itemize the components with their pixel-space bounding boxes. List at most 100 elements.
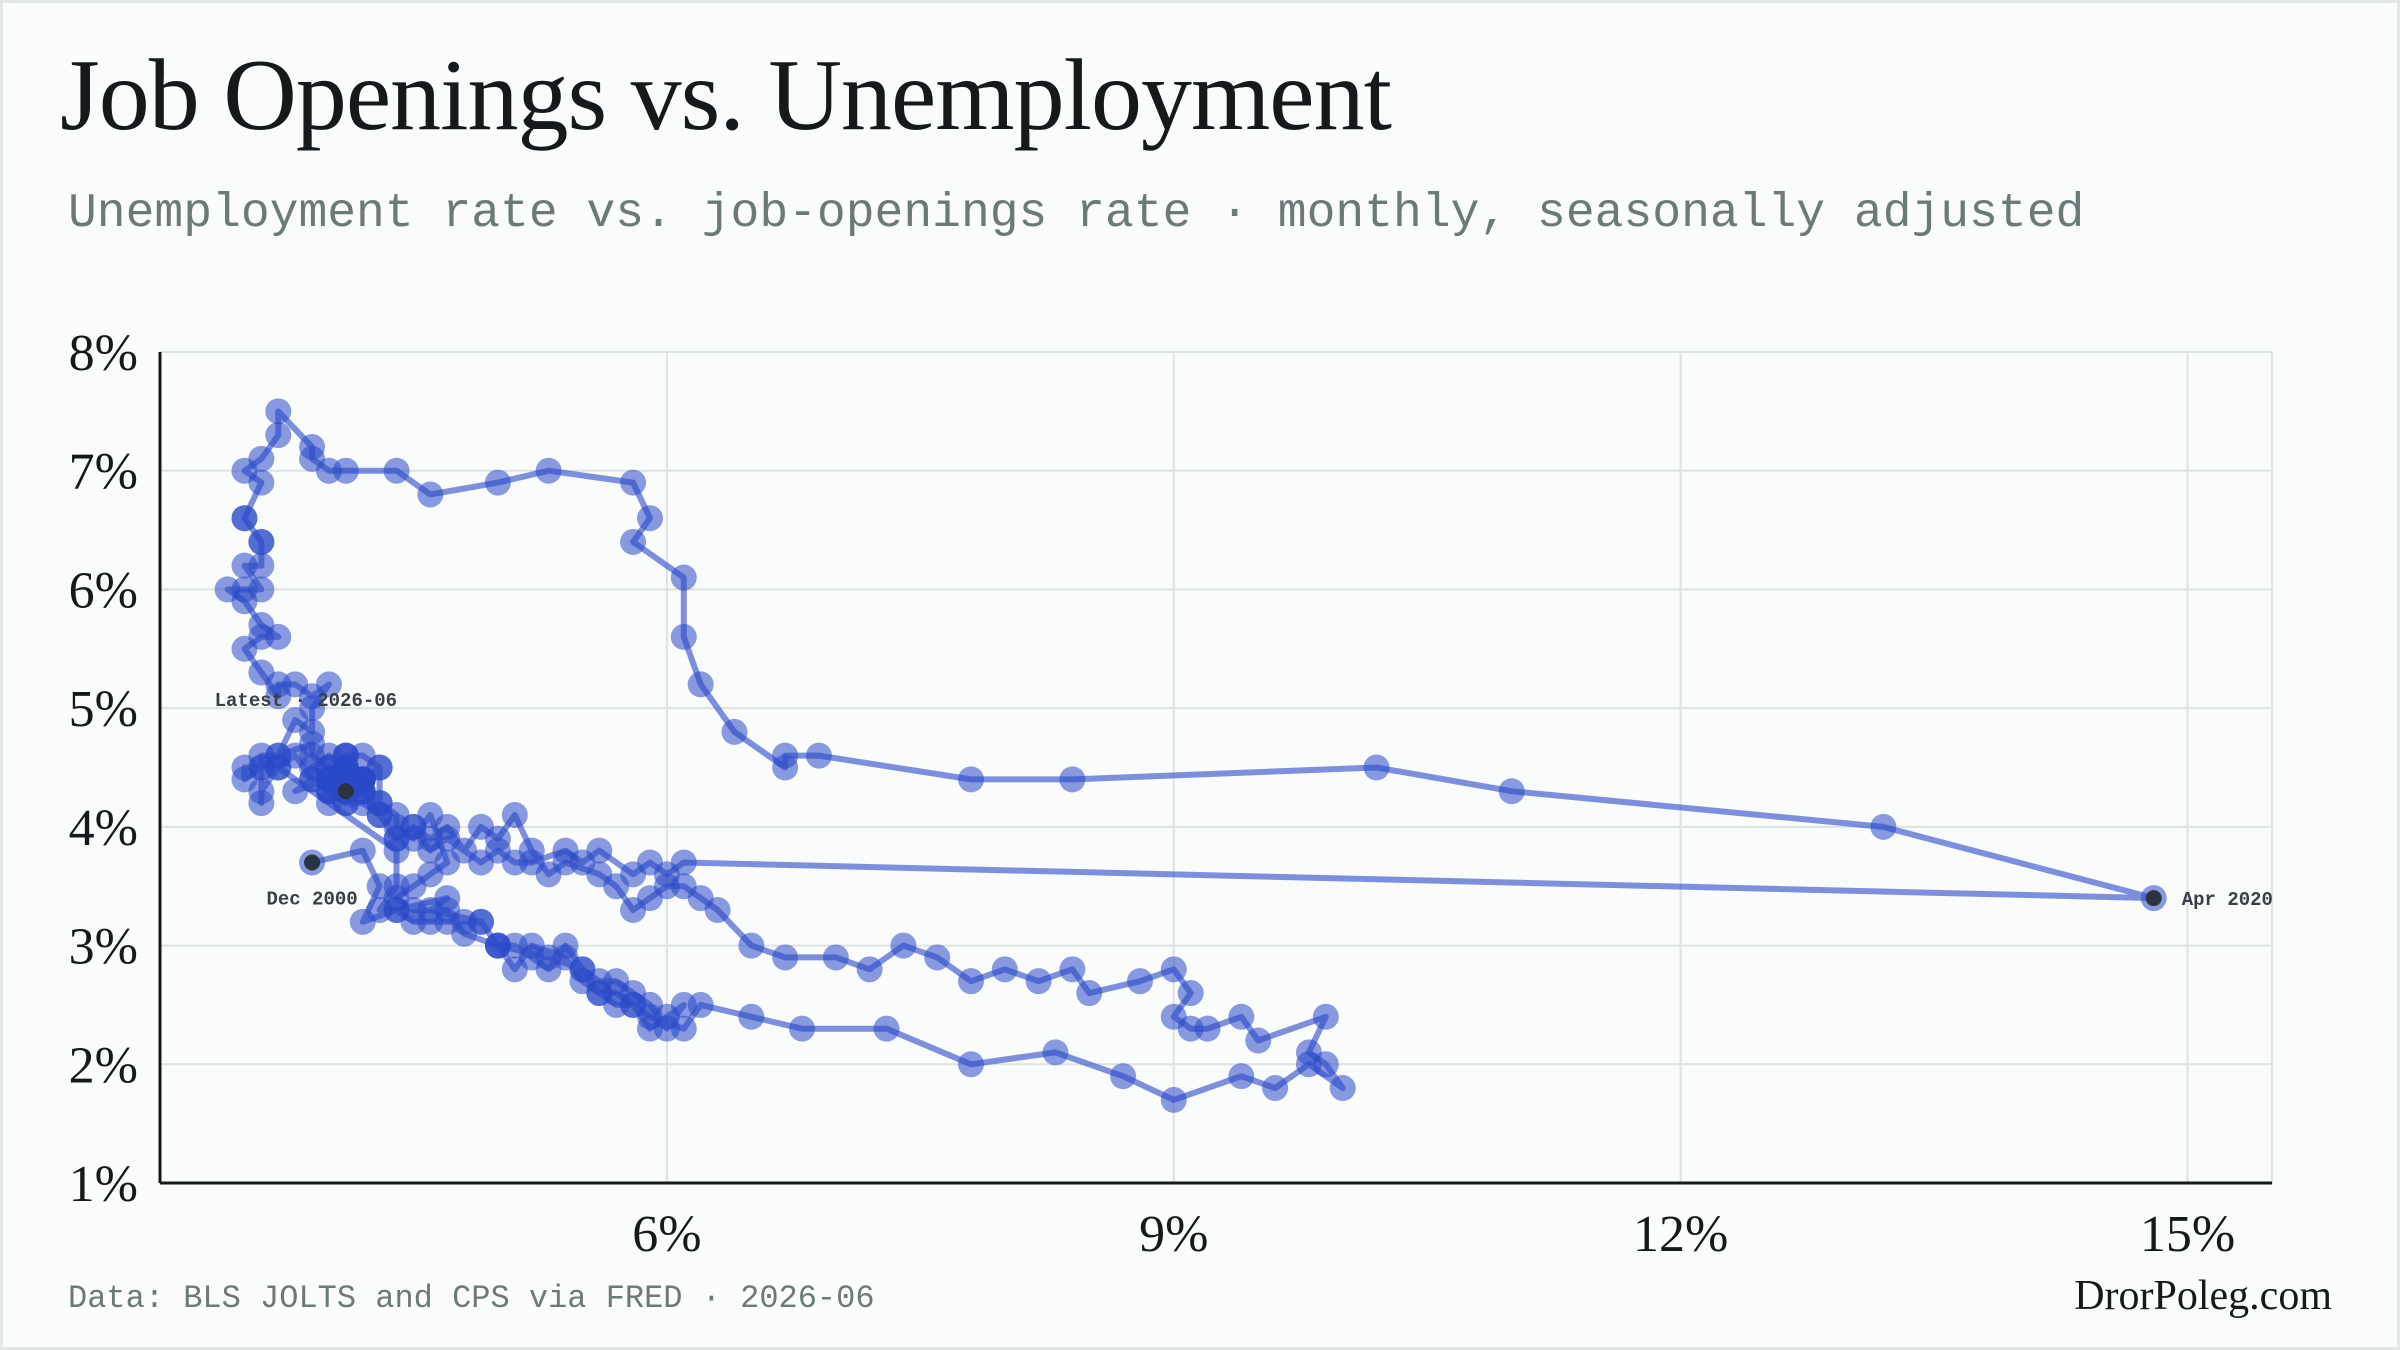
data-point [1177, 980, 1204, 1007]
y-tick-label: 7% [69, 444, 138, 501]
data-point [501, 801, 528, 828]
data-point [670, 991, 697, 1018]
data-point [789, 1015, 816, 1042]
data-point [231, 505, 258, 532]
data-point [569, 956, 596, 983]
data-point [958, 968, 985, 995]
annotation-marker [304, 854, 321, 871]
data-point [468, 849, 495, 876]
data-point [687, 671, 714, 698]
data-point [1262, 1075, 1289, 1102]
brand-credit: DrorPoleg.com [2074, 1273, 2332, 1319]
annotation-label: Latest · 2026-06 [215, 690, 397, 712]
data-point [383, 457, 410, 484]
data-point [1498, 778, 1525, 805]
data-point [636, 505, 663, 532]
data-point [299, 718, 326, 745]
data-point [1059, 956, 1086, 983]
annotation-label: Dec 2000 [266, 888, 357, 910]
data-point [924, 944, 951, 971]
data-point [1126, 968, 1153, 995]
data-point [1160, 956, 1187, 983]
data-point [738, 1003, 765, 1030]
data-point [958, 766, 985, 793]
data-point [805, 742, 832, 769]
data-point [890, 932, 917, 959]
data-point [265, 742, 292, 769]
x-tick-label: 6% [632, 1206, 701, 1263]
data-point [248, 790, 275, 817]
data-point [332, 457, 359, 484]
data-point [366, 896, 393, 923]
y-tick-label: 5% [69, 681, 138, 738]
data-point [1025, 968, 1052, 995]
data-point [620, 469, 647, 496]
data-point [958, 1051, 985, 1078]
data-point [1329, 1075, 1356, 1102]
data-point [1228, 1063, 1255, 1090]
data-point [248, 576, 275, 603]
data-point [248, 659, 275, 686]
data-point [653, 1015, 680, 1042]
y-tick-label: 1% [69, 1156, 138, 1213]
data-point [1295, 1039, 1322, 1066]
data-point [873, 1015, 900, 1042]
data-point [265, 683, 292, 710]
annotation-marker [2145, 890, 2162, 907]
data-point [1076, 980, 1103, 1007]
plot-area-border [159, 351, 2273, 1184]
data-point [670, 564, 697, 591]
y-tick-label: 2% [69, 1037, 138, 1094]
data-point [1363, 754, 1390, 781]
x-tick-label: 15% [2140, 1206, 2235, 1263]
data-point [772, 742, 799, 769]
data-point [417, 481, 444, 508]
y-tick-label: 8% [69, 325, 138, 382]
data-point [1160, 1003, 1187, 1030]
x-tick-label: 12% [1633, 1206, 1728, 1263]
data-point [383, 825, 410, 852]
data-point [282, 778, 309, 805]
y-tick-label: 4% [69, 800, 138, 857]
data-point [620, 861, 647, 888]
data-point [265, 422, 292, 449]
data-point [1228, 1003, 1255, 1030]
annotations: Dec 2000 Apr 2020 Latest · 2026-06 [215, 690, 2273, 911]
data-point [383, 873, 410, 900]
data-point [1160, 1086, 1187, 1113]
data-point [366, 790, 393, 817]
data-points [214, 398, 2167, 1113]
data-point [1110, 1063, 1137, 1090]
data-point [248, 445, 275, 472]
data-point [721, 718, 748, 745]
axes: 1% 2% 3% 4% 5% 6% 7% 8% 6% 9% 12% 15% [69, 325, 2272, 1263]
y-tick-label: 6% [69, 562, 138, 619]
data-point [856, 956, 883, 983]
data-point [620, 896, 647, 923]
data-point [248, 612, 275, 639]
data-point [535, 457, 562, 484]
data-point [1059, 766, 1086, 793]
chart-subtitle: Unemployment rate vs. job-openings rate … [68, 187, 2085, 241]
data-point [248, 528, 275, 555]
x-tick-label: 9% [1139, 1206, 1208, 1263]
data-point [738, 932, 765, 959]
data-point [484, 469, 511, 496]
data-point [552, 837, 579, 864]
y-tick-label: 3% [69, 919, 138, 976]
data-point [349, 837, 376, 864]
data-point [468, 813, 495, 840]
data-point [822, 944, 849, 971]
annotation-marker [337, 783, 354, 800]
grid-lines [159, 351, 2273, 1184]
data-source-note: Data: BLS JOLTS and CPS via FRED · 2026-… [68, 1280, 875, 1317]
data-point [332, 742, 359, 769]
data-point [552, 932, 579, 959]
data-point [1245, 1027, 1272, 1054]
data-point [1312, 1003, 1339, 1030]
data-point [265, 398, 292, 425]
data-point [484, 932, 511, 959]
data-point [772, 944, 799, 971]
